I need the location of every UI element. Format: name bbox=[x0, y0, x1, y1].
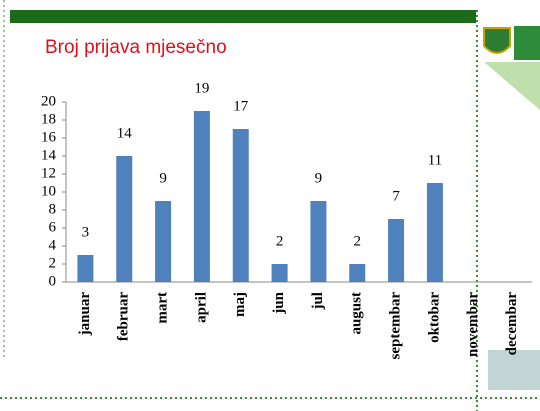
x-tick-label: jul bbox=[310, 292, 326, 311]
x-tick-label: septembar bbox=[388, 292, 404, 360]
y-tick-label: 4 bbox=[49, 237, 57, 253]
bar bbox=[155, 201, 171, 282]
header-bar bbox=[10, 10, 476, 23]
bar bbox=[349, 264, 365, 282]
x-tick-label: august bbox=[349, 292, 365, 335]
data-label: 14 bbox=[117, 125, 133, 141]
y-tick-label: 2 bbox=[49, 255, 57, 271]
y-tick-label: 10 bbox=[41, 183, 56, 199]
bar bbox=[310, 201, 326, 282]
data-label: 9 bbox=[315, 170, 323, 186]
data-label: 2 bbox=[276, 233, 284, 249]
x-tick-label: maj bbox=[232, 292, 248, 317]
bar bbox=[116, 156, 132, 282]
y-tick-label: 18 bbox=[41, 111, 56, 127]
bar bbox=[194, 111, 210, 282]
y-tick-label: 14 bbox=[41, 147, 57, 163]
bar bbox=[388, 219, 404, 282]
data-label: 11 bbox=[428, 152, 442, 168]
y-tick-label: 0 bbox=[49, 273, 57, 289]
y-tick-label: 8 bbox=[49, 201, 57, 217]
x-tick-label: januar bbox=[77, 292, 93, 337]
chart: Broj prijava mjesečno 0 2 4 6 8 10 12 14 16 18 20 j… bbox=[0, 0, 540, 411]
data-label: 7 bbox=[392, 188, 400, 204]
x-tick-label: jun bbox=[271, 291, 287, 314]
x-tick-label: oktobar bbox=[426, 292, 442, 343]
data-label: 3 bbox=[82, 224, 90, 240]
y-tick-label: 20 bbox=[41, 93, 56, 109]
bar bbox=[427, 183, 443, 282]
background bbox=[0, 0, 540, 411]
y-tick-label: 16 bbox=[41, 129, 57, 145]
y-tick-label: 12 bbox=[41, 165, 56, 181]
x-tick-label: decembar bbox=[504, 292, 520, 356]
data-label: 17 bbox=[233, 98, 249, 114]
x-tick-label: mart bbox=[155, 292, 171, 324]
chart-title: Broj prijava mjesečno bbox=[45, 37, 227, 58]
data-label: 19 bbox=[194, 80, 209, 96]
bar bbox=[233, 129, 249, 282]
x-tick-label: april bbox=[193, 292, 209, 323]
x-tick-label: februar bbox=[116, 292, 132, 341]
y-tick-label: 6 bbox=[49, 219, 57, 235]
bar bbox=[77, 255, 93, 282]
x-tick-label: novembar bbox=[465, 292, 481, 357]
bar bbox=[272, 264, 288, 282]
data-label: 2 bbox=[354, 233, 362, 249]
data-label: 9 bbox=[159, 170, 167, 186]
